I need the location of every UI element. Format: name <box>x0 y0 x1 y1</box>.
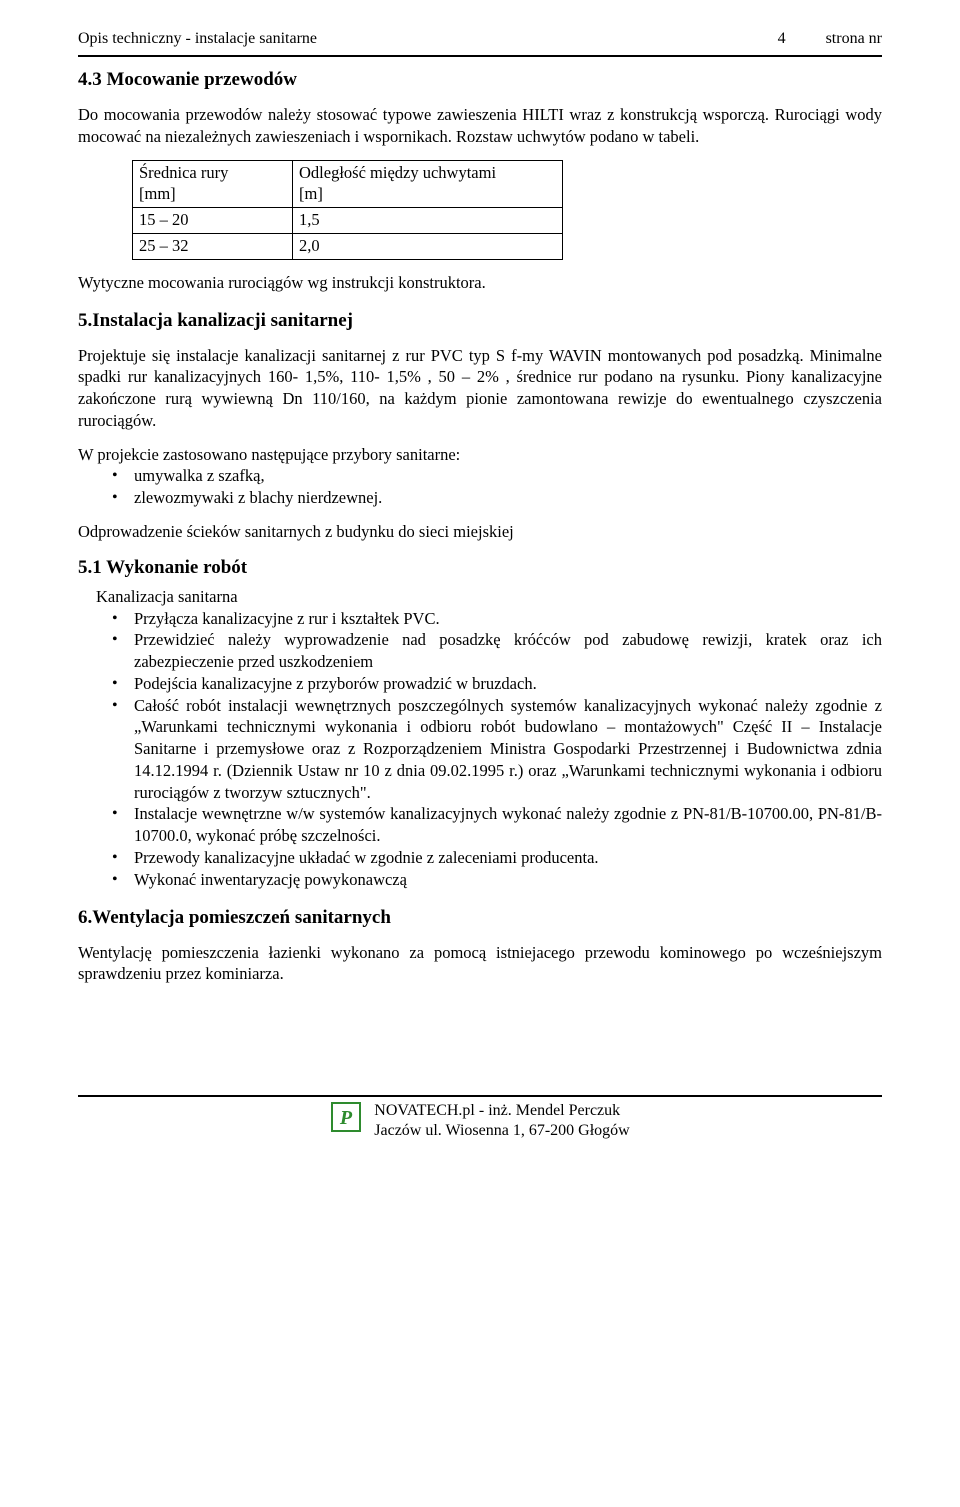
heading-4-3: 4.3 Mocowanie przewodów <box>78 67 882 92</box>
th-unit: [m] <box>299 184 323 203</box>
list-item: Podejścia kanalizacyjne z przyborów prow… <box>112 673 882 695</box>
table-header-cell: Odległość między uchwytami [m] <box>293 160 563 208</box>
footer-rule <box>78 1095 882 1097</box>
footer-line-2: Jaczów ul. Wiosenna 1, 67-200 Głogów <box>374 1121 629 1141</box>
heading-5: 5.Instalacja kanalizacji sanitarnej <box>78 308 882 333</box>
paragraph: W projekcie zastosowano następujące przy… <box>78 444 882 466</box>
paragraph: Odprowadzenie ścieków sanitarnych z budy… <box>78 521 882 543</box>
list-item: Przewody kanalizacyjne układać w zgodnie… <box>112 847 882 869</box>
paragraph: Wentylację pomieszczenia łazienki wykona… <box>78 942 882 986</box>
list-item: Przewidzieć należy wyprowadzenie nad pos… <box>112 629 882 673</box>
list-item: Przyłącza kanalizacyjne z rur i kształte… <box>112 608 882 630</box>
list-item: zlewozmywaki z blachy nierdzewnej. <box>112 487 882 509</box>
list-item: umywalka z szafką, <box>112 465 882 487</box>
mounting-table: Średnica rury [mm] Odległość między uchw… <box>78 160 882 260</box>
th-text: Odległość między uchwytami <box>299 163 496 182</box>
heading-5-1: 5.1 Wykonanie robót <box>78 555 882 580</box>
table-cell: 25 – 32 <box>133 234 293 260</box>
subheading: Kanalizacja sanitarna <box>78 586 882 608</box>
table-cell: 2,0 <box>293 234 563 260</box>
header-left: Opis techniczny - instalacje sanitarne <box>78 28 317 49</box>
list-item: Instalacje wewnętrzne w/w systemów kanal… <box>112 803 882 847</box>
table-cell: 1,5 <box>293 208 563 234</box>
table-header-cell: Średnica rury [mm] <box>133 160 293 208</box>
bullet-list: umywalka z szafką, zlewozmywaki z blachy… <box>78 465 882 509</box>
list-item: Całość robót instalacji wewnętrznych pos… <box>112 695 882 804</box>
logo-icon: P <box>330 1101 362 1133</box>
heading-6: 6.Wentylacja pomieszczeń sanitarnych <box>78 905 882 930</box>
list-item: Wykonać inwentaryzację powykonawczą <box>112 869 882 891</box>
table-cell: 15 – 20 <box>133 208 293 234</box>
header-page-label: strona nr <box>826 28 882 49</box>
paragraph: Wytyczne mocowania rurociągów wg instruk… <box>78 272 882 294</box>
svg-text:P: P <box>339 1107 353 1129</box>
paragraph: Do mocowania przewodów należy stosować t… <box>78 104 882 148</box>
header-rule <box>78 55 882 57</box>
page-header: Opis techniczny - instalacje sanitarne 4… <box>78 28 882 49</box>
footer-line-1: NOVATECH.pl - inż. Mendel Perczuk <box>374 1101 629 1121</box>
paragraph: Projektuje się instalacje kanalizacji sa… <box>78 345 882 432</box>
th-text: Średnica rury <box>139 163 228 182</box>
page-footer: P NOVATECH.pl - inż. Mendel Perczuk Jacz… <box>78 1095 882 1141</box>
header-page-num: 4 <box>778 28 786 49</box>
bullet-list: Przyłącza kanalizacyjne z rur i kształte… <box>78 608 882 891</box>
th-unit: [mm] <box>139 184 176 203</box>
